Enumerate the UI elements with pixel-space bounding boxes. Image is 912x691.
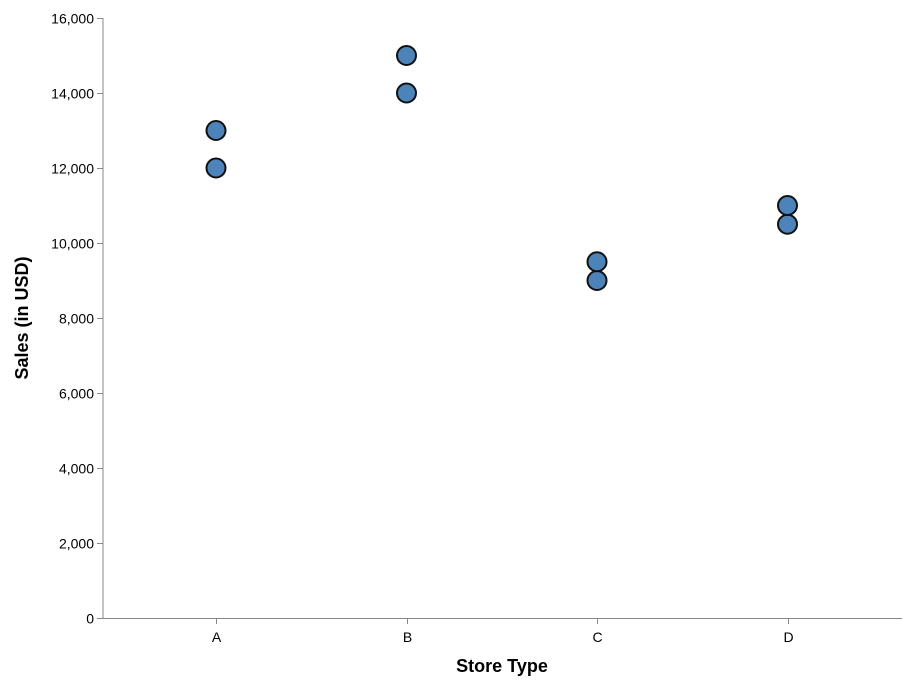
y-tick-label: 16,000 [51,11,94,27]
x-axis: A B C D [103,618,902,645]
y-axis: 0 2,000 4,000 6,000 8,000 10,000 12,000 14,000 1… [51,11,104,627]
data-point [205,157,227,179]
y-axis-title: Sales (in USD) [12,256,32,379]
x-tick-label: C [592,629,602,645]
y-tick-label: 12,000 [51,161,94,177]
data-point [777,195,798,216]
y-tick-label: 2,000 [59,536,94,552]
data-point [586,251,608,273]
y-tick-label: 14,000 [51,86,94,102]
data-point [777,213,798,235]
data-point [396,82,417,104]
data-point [586,270,608,291]
x-axis-title: Store Type [456,656,548,676]
data-point [396,45,417,66]
y-tick-label: 4,000 [59,461,94,477]
x-tick-label: B [403,629,412,645]
x-tick-label: A [212,629,222,645]
y-tick-label: 6,000 [59,386,94,402]
data-point [205,120,227,141]
y-tick-label: 0 [86,611,94,627]
data-points [205,45,798,291]
x-tick-label: D [783,629,793,645]
y-tick-label: 8,000 [59,311,94,327]
y-tick-label: 10,000 [51,236,94,252]
